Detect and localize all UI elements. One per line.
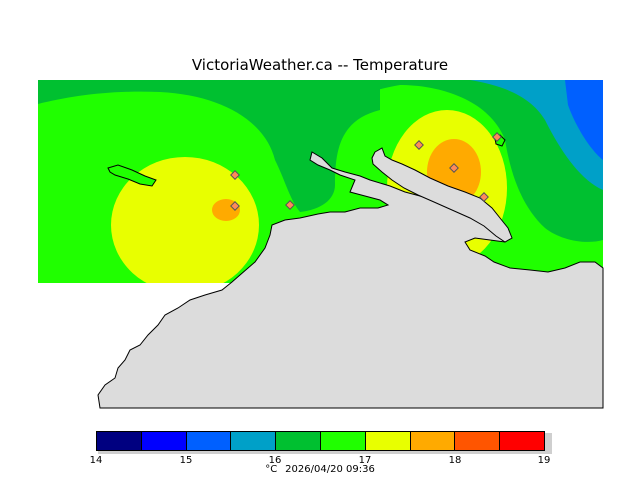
- scale-tick-18: 18: [448, 455, 462, 466]
- colorbar-swatch: [500, 432, 544, 450]
- station-markers: [230, 132, 502, 211]
- station-marker[interactable]: [492, 132, 502, 142]
- land-mass: [97, 151, 604, 409]
- colorbar-swatch: [365, 432, 411, 450]
- station-marker[interactable]: [449, 163, 459, 173]
- colorbar-swatch: [320, 432, 366, 450]
- color-scale-bar: [96, 431, 545, 451]
- peninsula-east: [371, 147, 513, 243]
- colorbar-swatch: [455, 432, 501, 450]
- scale-tick-17: 17: [358, 455, 372, 466]
- scale-tick-14: 14: [89, 455, 103, 466]
- colorbar-swatch: [186, 432, 232, 450]
- legend-caption: °C 2026/04/20 09:36: [0, 464, 640, 475]
- scale-tick-19: 19: [537, 455, 551, 466]
- station-marker[interactable]: [285, 200, 295, 210]
- station-marker[interactable]: [414, 140, 424, 150]
- colorbar-swatch: [276, 432, 321, 450]
- scale-tick-15: 15: [179, 455, 193, 466]
- timestamp: 2026/04/20 09:36: [285, 464, 375, 475]
- colorbar-swatch: [410, 432, 456, 450]
- scale-tick-16: 16: [268, 455, 282, 466]
- unit-label: °C: [265, 464, 278, 475]
- colorbar-swatch: [97, 432, 142, 450]
- station-marker[interactable]: [230, 170, 240, 180]
- colorbar-swatch: [141, 432, 187, 450]
- map-title: VictoriaWeather.ca -- Temperature: [191, 56, 449, 74]
- station-marker[interactable]: [230, 201, 240, 211]
- colorbar-swatch: [231, 432, 277, 450]
- station-marker[interactable]: [479, 192, 489, 202]
- island-west: [107, 164, 157, 187]
